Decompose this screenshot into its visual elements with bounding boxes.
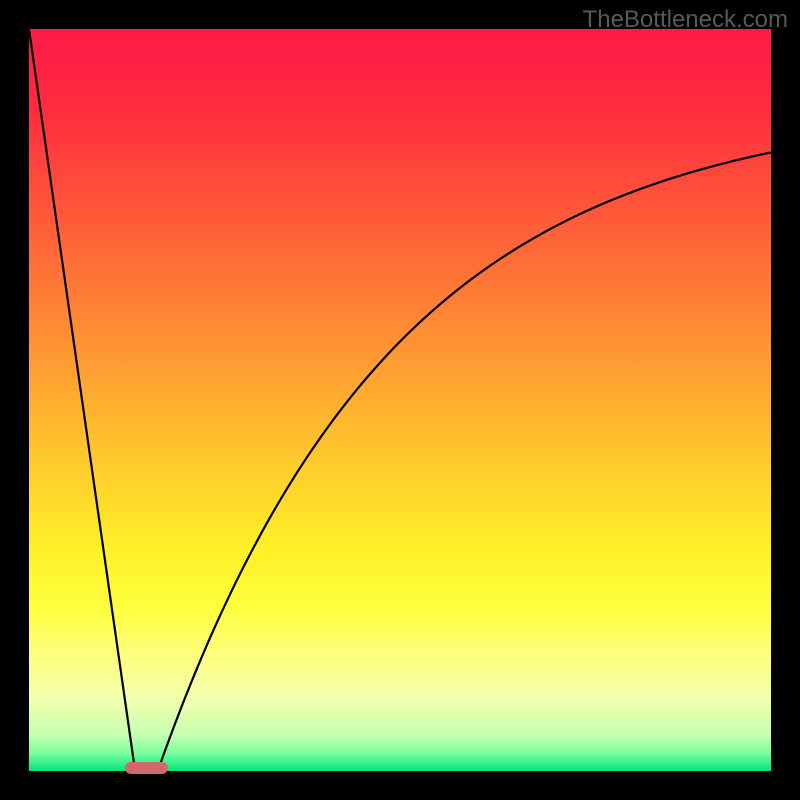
curve-left — [29, 29, 134, 766]
curves-layer — [29, 29, 771, 771]
plot-area — [29, 29, 771, 771]
chart-container: TheBottleneck.com — [0, 0, 800, 800]
watermark-text: TheBottleneck.com — [583, 6, 788, 34]
curve-right — [160, 152, 771, 765]
bottom-marker — [125, 762, 168, 774]
